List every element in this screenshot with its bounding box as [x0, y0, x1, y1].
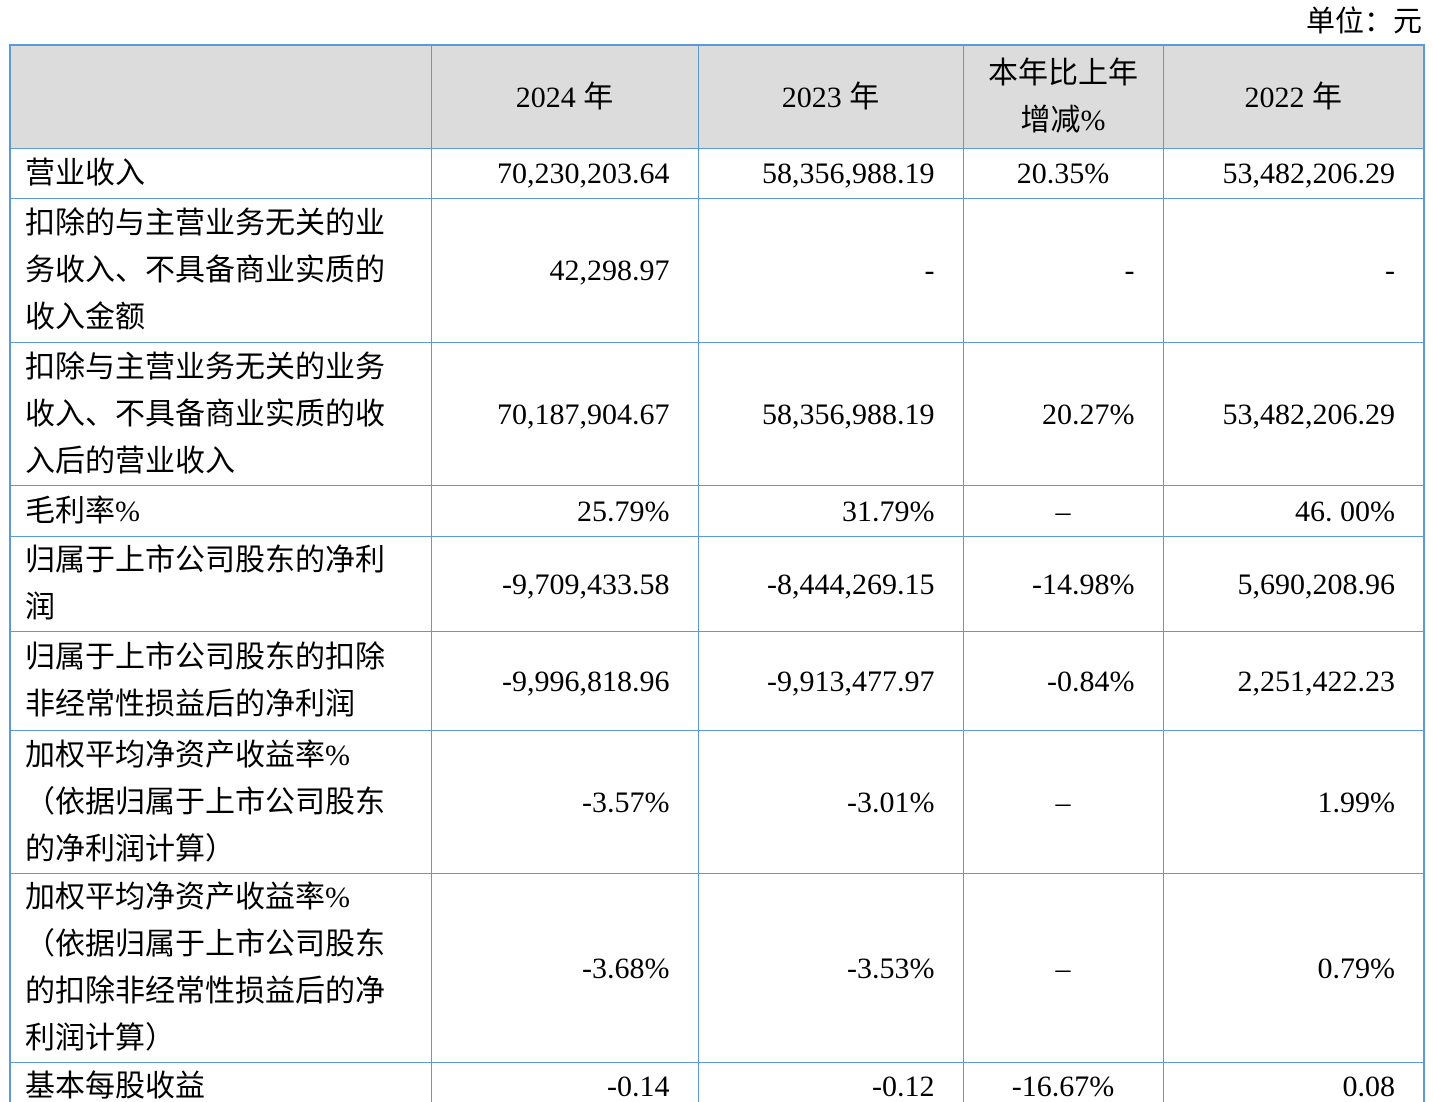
row-label: 归属于上市公司股东的净利润 [9, 536, 432, 632]
cell-2023: -3.01% [697, 730, 964, 874]
cell-2024: -3.57% [430, 730, 699, 874]
cell-2023: -0.12 [697, 1062, 964, 1102]
cell-change: -16.67% [962, 1062, 1164, 1102]
header-change: 本年比上年 增减% [962, 44, 1164, 149]
table-row: 扣除的与主营业务无关的业务收入、不具备商业实质的收入金额 42,298.97 -… [9, 198, 1425, 343]
row-label: 营业收入 [9, 148, 432, 199]
cell-change: 20.35% [962, 148, 1164, 199]
header-2024: 2024 年 [430, 44, 699, 149]
row-label: 毛利率% [9, 485, 432, 537]
cell-change: -0.84% [962, 631, 1164, 731]
cell-2024: 25.79% [430, 485, 699, 537]
cell-2023: -3.53% [697, 873, 964, 1063]
table-row: 扣除与主营业务无关的业务收入、不具备商业实质的收入后的营业收入 70,187,9… [9, 342, 1425, 486]
table-row: 加权平均净资产收益率%（依据归属于上市公司股东的扣除非经常性损益后的净利润计算）… [9, 873, 1425, 1063]
table-row: 基本每股收益 -0.14 -0.12 -16.67% 0.08 [9, 1062, 1425, 1102]
cell-2023: -9,913,477.97 [697, 631, 964, 731]
row-label: 扣除的与主营业务无关的业务收入、不具备商业实质的收入金额 [9, 198, 432, 343]
cell-2022: 5,690,208.96 [1162, 536, 1425, 632]
cell-2022: 0.79% [1162, 873, 1425, 1063]
cell-2023: 58,356,988.19 [697, 148, 964, 199]
cell-change: – [962, 873, 1164, 1063]
header-2023: 2023 年 [697, 44, 964, 149]
cell-change: - [962, 198, 1164, 343]
cell-2023: -8,444,269.15 [697, 536, 964, 632]
header-item [9, 44, 432, 149]
cell-2022: 53,482,206.29 [1162, 148, 1425, 199]
cell-2022: - [1162, 198, 1425, 343]
cell-change: 20.27% [962, 342, 1164, 486]
cell-change: – [962, 730, 1164, 874]
unit-label: 单位：元 [1305, 6, 1422, 38]
cell-2024: -9,996,818.96 [430, 631, 699, 731]
cell-2024: 70,230,203.64 [430, 148, 699, 199]
table-row: 加权平均净资产收益率%（依据归属于上市公司股东的净利润计算） -3.57% -3… [9, 730, 1425, 874]
row-label: 归属于上市公司股东的扣除非经常性损益后的净利润 [9, 631, 432, 731]
cell-2024: -3.68% [430, 873, 699, 1063]
cell-2022: 1.99% [1162, 730, 1425, 874]
cell-change: -14.98% [962, 536, 1164, 632]
cell-2024: -9,709,433.58 [430, 536, 699, 632]
row-label: 扣除与主营业务无关的业务收入、不具备商业实质的收入后的营业收入 [9, 342, 432, 486]
cell-2024: 70,187,904.67 [430, 342, 699, 486]
cell-2022: 46. 00% [1162, 485, 1425, 537]
cell-change: – [962, 485, 1164, 537]
header-2022: 2022 年 [1162, 44, 1425, 149]
cell-2022: 53,482,206.29 [1162, 342, 1425, 486]
table-row: 营业收入 70,230,203.64 58,356,988.19 20.35% … [9, 148, 1425, 199]
cell-2022: 0.08 [1162, 1062, 1425, 1102]
cell-2023: 31.79% [697, 485, 964, 537]
cell-2022: 2,251,422.23 [1162, 631, 1425, 731]
cell-2024: -0.14 [430, 1062, 699, 1102]
cell-2023: - [697, 198, 964, 343]
cell-2023: 58,356,988.19 [697, 342, 964, 486]
table-row: 归属于上市公司股东的扣除非经常性损益后的净利润 -9,996,818.96 -9… [9, 631, 1425, 731]
row-label: 基本每股收益 [9, 1062, 432, 1102]
table-row: 毛利率% 25.79% 31.79% – 46. 00% [9, 485, 1425, 537]
row-label: 加权平均净资产收益率%（依据归属于上市公司股东的净利润计算） [9, 730, 432, 874]
table-row: 归属于上市公司股东的净利润 -9,709,433.58 -8,444,269.1… [9, 536, 1425, 632]
table-header-row: 2024 年 2023 年 本年比上年 增减% 2022 年 [9, 44, 1425, 149]
row-label: 加权平均净资产收益率%（依据归属于上市公司股东的扣除非经常性损益后的净利润计算） [9, 873, 432, 1063]
cell-2024: 42,298.97 [430, 198, 699, 343]
financial-summary-table: 2024 年 2023 年 本年比上年 增减% 2022 年 营业收入 70,2… [9, 44, 1425, 1102]
